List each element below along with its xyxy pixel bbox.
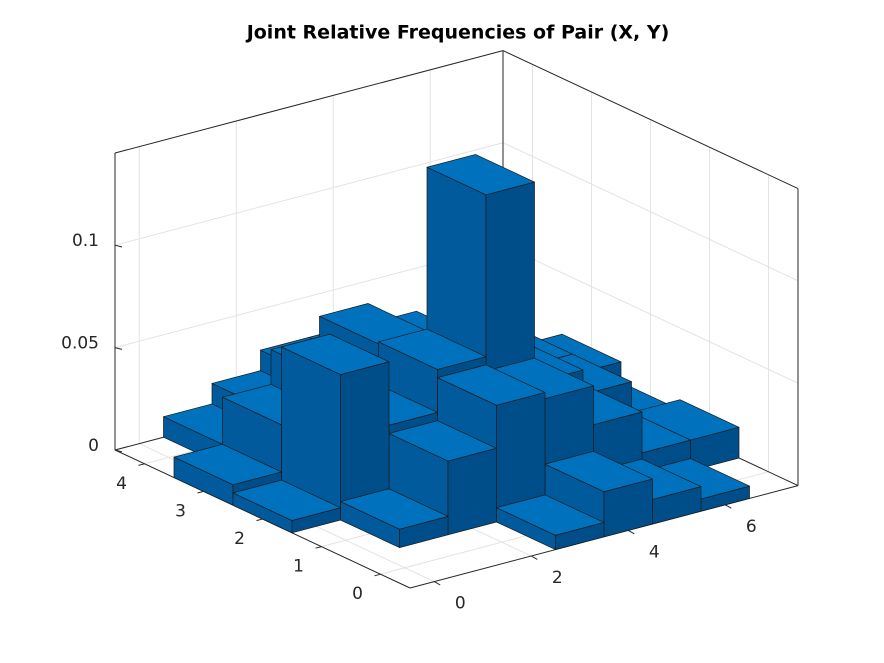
z-tick (114, 244, 123, 248)
bar-front (447, 447, 497, 536)
bar-top (496, 494, 605, 536)
bar-top (281, 333, 390, 375)
bar (232, 479, 341, 534)
z-tick (114, 347, 123, 350)
x-tick (628, 529, 635, 535)
y-tick (256, 518, 263, 522)
bar-top (378, 328, 487, 370)
bar (281, 333, 390, 521)
z-tick-label: 0 (88, 436, 99, 456)
axis-line (114, 50, 504, 154)
y-tick (138, 463, 145, 466)
x-tick-label: 4 (649, 542, 660, 562)
y-tick-label: 4 (116, 474, 127, 494)
bar (496, 494, 605, 550)
bar (388, 420, 497, 536)
bar-top (232, 479, 341, 521)
bar-top (544, 450, 653, 493)
z-tick-label: 0.05 (61, 334, 99, 354)
bar-top (437, 364, 546, 406)
chart-title: Joint Relative Frequencies of Pair (X, Y… (245, 22, 670, 44)
x-tick-label: 2 (552, 568, 563, 588)
y-tick-label: 2 (234, 529, 245, 549)
x-tick (531, 555, 538, 560)
y-tick (315, 546, 322, 549)
x-tick (434, 581, 441, 586)
y-tick (197, 490, 204, 494)
grid-line (114, 142, 504, 246)
bar-top (173, 443, 282, 486)
y-tick-label: 3 (175, 501, 186, 521)
x-tick-label: 0 (455, 594, 466, 614)
bar-top (426, 154, 535, 196)
z-tick (114, 449, 123, 453)
bar-top (388, 420, 497, 462)
y-tick (374, 573, 381, 577)
x-tick (725, 504, 732, 509)
z-tick-label: 0.1 (72, 231, 99, 251)
y-tick-label: 0 (352, 584, 363, 604)
bar-top (340, 488, 449, 530)
y-tick-label: 1 (293, 557, 304, 577)
x-tick-label: 6 (746, 517, 757, 537)
axis-line (502, 50, 799, 190)
